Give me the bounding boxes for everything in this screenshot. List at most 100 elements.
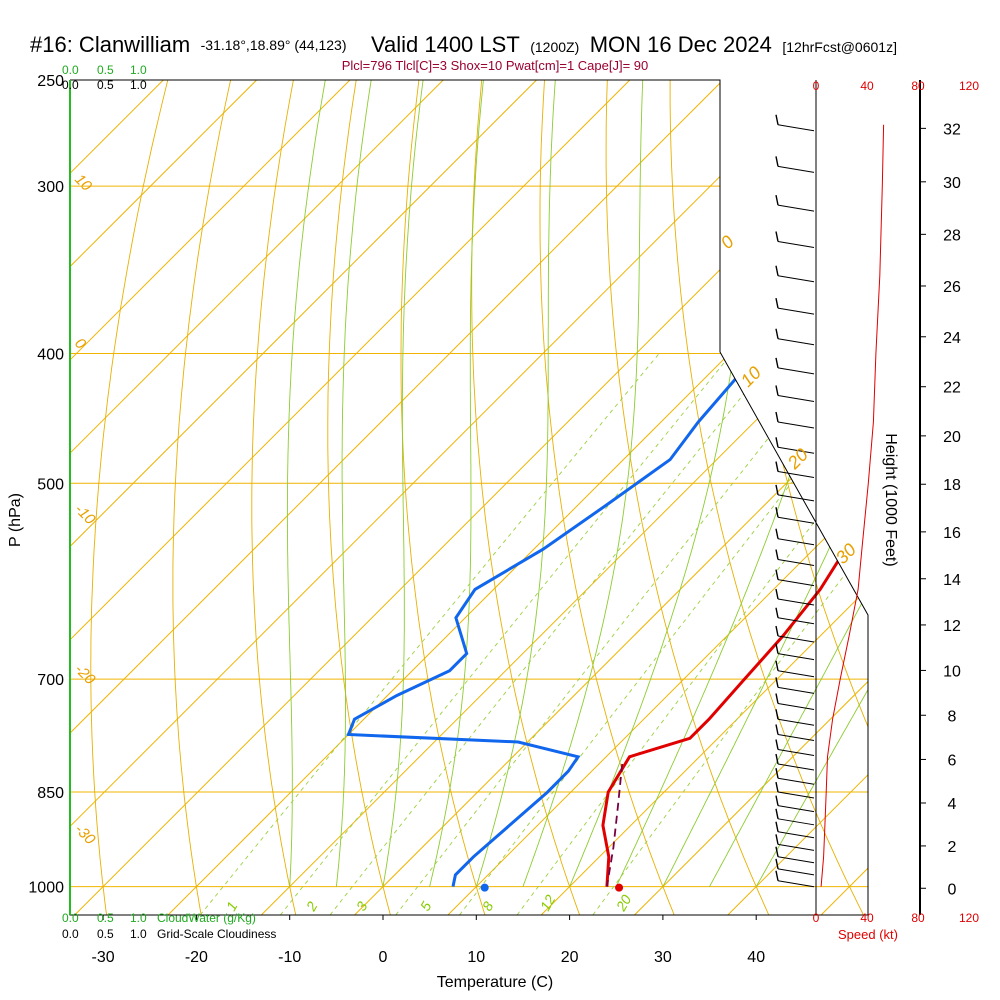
barb-flag [775,588,779,600]
moist-adiabat [475,80,556,887]
barb-staff [777,395,815,403]
barb-staff [777,843,815,851]
barb-flag [775,858,779,870]
isotherm-label: -10 [71,501,99,529]
barb-staff [777,734,815,742]
dry-adiabat [984,80,1000,915]
barb-staff [777,471,815,479]
barb-flag [775,507,779,518]
speed-tick-label: 120 [959,79,979,93]
wind-speed-profile [820,124,885,887]
height-tick-label: 4 [948,796,957,813]
barb-staff [777,579,815,587]
barb-staff [777,670,815,678]
mixing-ratio-label: 3 [353,899,371,914]
x-tick-label: 40 [747,949,765,966]
barb-staff [777,791,815,799]
height-tick-label: 0 [948,881,957,898]
barb-flag [775,693,779,704]
wind-barb [775,357,815,375]
cloudwater-label: CloudWater (g/Kg) [157,911,256,925]
isotherm-line [70,80,724,915]
barb-staff [777,338,815,346]
dry-adiabat [172,80,232,915]
mixing-ratio-label: 2 [302,899,320,915]
cloud-scale-tick: 1.0 [130,911,147,925]
pressure-tick-label: 300 [37,179,64,196]
barb-staff [777,748,815,756]
surface-temp-dot [615,883,624,892]
barb-staff [777,703,815,710]
wind-barb [775,834,815,851]
mixing-ratio-line [329,353,777,915]
cloud-scale-tick: 0.5 [97,78,114,92]
wind-barb [775,461,815,479]
barb-flag [775,357,779,368]
cloud-scale-tick: 0.0 [62,63,79,77]
mixing-ratio-line [592,353,868,915]
height-tick-label: 12 [943,618,961,635]
wind-barb [775,739,815,756]
barb-flag [775,795,779,806]
wind-barb [775,507,815,524]
wind-panel: 0040408080120120024681012141618202224262… [775,79,979,925]
isotherm-label: 0 [71,335,89,353]
forecast-run: [12hrFcst@0601z] [782,39,897,55]
pressure-tick-label: 1000 [28,880,64,897]
wind-barb [775,693,815,710]
speed-tick-label: 80 [911,79,925,93]
barb-staff [777,446,815,454]
mixing-ratio-label: 8 [479,899,497,914]
barb-flag [775,569,779,580]
pressure-tick-label: 700 [37,672,64,689]
barb-flag [775,781,779,793]
mixing-ratio-label: 12 [537,892,559,914]
height-axis-title: Height (1000 Feet) [882,433,899,566]
isotherm-label: 10 [71,171,95,195]
barb-staff [777,307,815,315]
barb-staff [777,598,815,606]
data-layer [346,123,868,892]
height-tick-label: 16 [943,525,961,542]
wind-barb [775,231,815,249]
height-tick-label: 2 [948,839,957,856]
barb-staff [777,818,815,826]
barb-staff [777,805,815,813]
wind-barb [775,156,815,173]
valid-time: Valid 1400 LST [371,32,520,57]
barb-flag [775,461,779,472]
cloud-scale-tick: 0.0 [62,927,79,941]
barb-staff [777,617,815,625]
wind-barb [775,870,815,888]
surface-dewpoint-dot [480,883,489,892]
mixing-ratio-line [395,353,836,915]
wind-barb [775,625,815,643]
wind-barb [775,724,815,742]
cloud-scale-tick: 1.0 [130,78,147,92]
wind-barb [775,660,815,678]
temperature-profile [601,124,868,887]
isotherm-line [70,80,817,915]
pressure-tick-label: 400 [37,346,64,363]
dry-adiabat [90,80,169,915]
mixing-ratio-line [280,353,732,915]
mixing-ratio-label: 5 [417,899,435,914]
barb-staff [777,763,815,771]
x-tick-label: -20 [185,949,208,966]
barb-flag [775,156,779,167]
cloud-scale-tick: 0.0 [62,911,79,925]
wind-barb [775,569,815,587]
pressure-tick-label: 850 [37,785,64,802]
barb-flag [775,437,779,448]
speed-tick-label: 40 [860,79,874,93]
wind-barb [775,265,815,283]
height-tick-label: 30 [943,175,961,192]
isotherm-line [354,80,868,915]
plot-outline [69,79,869,916]
wind-barb [775,858,815,876]
wind-barb [775,753,815,771]
barb-staff [777,241,815,249]
dry-adiabat [858,80,868,915]
barb-staff [777,686,815,694]
